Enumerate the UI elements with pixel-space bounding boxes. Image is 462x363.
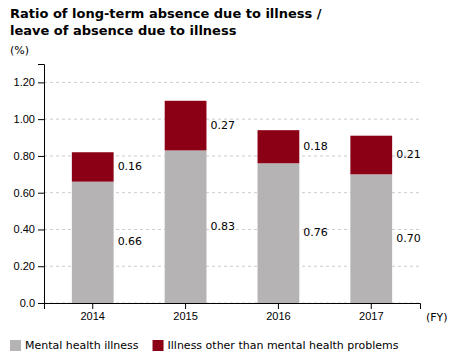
y-axis-title: (%) (10, 44, 29, 57)
y-tick: 1.00 (14, 113, 44, 125)
legend-swatch (153, 340, 164, 351)
x-tick-mark (278, 303, 279, 309)
x-axis-title: (FY) (426, 311, 448, 324)
y-tick-label: 0.20 (14, 260, 35, 272)
y-axis-line (38, 65, 45, 304)
y-tick-mark (38, 303, 44, 304)
legend: Mental health illness Illness other than … (10, 339, 399, 352)
bar (165, 101, 207, 151)
x-axis: 2014 2015 2016 2017 (45, 303, 421, 322)
x-tick: 2014 (80, 303, 104, 322)
y-tick-mark (38, 82, 44, 83)
grid-line (44, 82, 420, 83)
y-tick-mark (38, 266, 44, 267)
bar (72, 152, 114, 181)
data-label: 0.16 (118, 160, 143, 173)
x-tick: 2016 (266, 303, 290, 322)
y-tick: 1.20 (14, 76, 44, 88)
x-tick-label: 2016 (266, 310, 290, 322)
y-tick-label: 1.20 (14, 76, 35, 88)
bar (258, 163, 300, 303)
data-label: 0.70 (396, 232, 421, 245)
chart: Ratio of long-term absence due to illnes… (0, 0, 462, 363)
x-tick-mark (185, 303, 186, 309)
legend-item: Mental health illness (10, 339, 139, 352)
y-tick: 0.0 (20, 297, 44, 309)
legend-swatch (10, 340, 21, 351)
title-line: Ratio of long-term absence due to illnes… (10, 6, 322, 21)
y-tick-label: 0.80 (14, 150, 35, 162)
y-tick: 0.40 (14, 223, 44, 235)
x-tick-label: 2015 (173, 310, 197, 322)
bar (72, 182, 114, 303)
x-tick: 2015 (173, 303, 197, 322)
data-label: 0.76 (303, 226, 328, 239)
data-label: 0.66 (118, 235, 143, 248)
plot: 0.66 0.83 0.76 0.70 0.16 0.27 0.18 0.21 2014 2015… (14, 65, 421, 322)
bar (165, 150, 207, 303)
legend-item: Illness other than mental health problem… (153, 339, 399, 352)
y-tick-mark (38, 119, 44, 120)
y-tick: 0.80 (14, 150, 44, 162)
y-tick-mark (38, 193, 44, 194)
y-tick: 0.20 (14, 260, 44, 272)
bar (350, 174, 392, 303)
y-axis: 0.0 0.20 0.40 0.60 0.80 1.00 1.20 (14, 65, 45, 310)
x-tick-label: 2017 (359, 310, 383, 322)
x-axis-line (45, 304, 421, 310)
bar (258, 130, 300, 163)
title: Ratio of long-term absence due to illnes… (10, 6, 322, 38)
bar (350, 136, 392, 175)
data-label: 0.27 (210, 119, 235, 132)
series (72, 150, 392, 303)
x-tick-mark (92, 303, 93, 309)
y-tick-mark (38, 229, 44, 230)
data-label: 0.83 (210, 220, 235, 233)
data-label: 0.21 (396, 148, 421, 161)
y-tick-label: 0.60 (14, 187, 35, 199)
series (72, 101, 392, 182)
data-label: 0.18 (303, 140, 328, 153)
legend-label: Mental health illness (25, 339, 139, 352)
y-tick: 0.60 (14, 187, 44, 199)
y-tick-label: 0.40 (14, 223, 35, 235)
grid (44, 82, 420, 303)
title-line: leave of absence due to illness (10, 23, 237, 38)
x-tick-mark (371, 303, 372, 309)
y-tick-mark (38, 156, 44, 157)
x-tick: 2017 (359, 303, 383, 322)
legend-label: Illness other than mental health problem… (168, 339, 399, 352)
x-tick-label: 2014 (80, 310, 104, 322)
bars (72, 101, 392, 303)
y-tick-label: 0.0 (20, 297, 35, 309)
y-tick-label: 1.00 (14, 113, 35, 125)
data-labels: 0.66 0.83 0.76 0.70 0.16 0.27 0.18 0.21 (118, 119, 421, 249)
